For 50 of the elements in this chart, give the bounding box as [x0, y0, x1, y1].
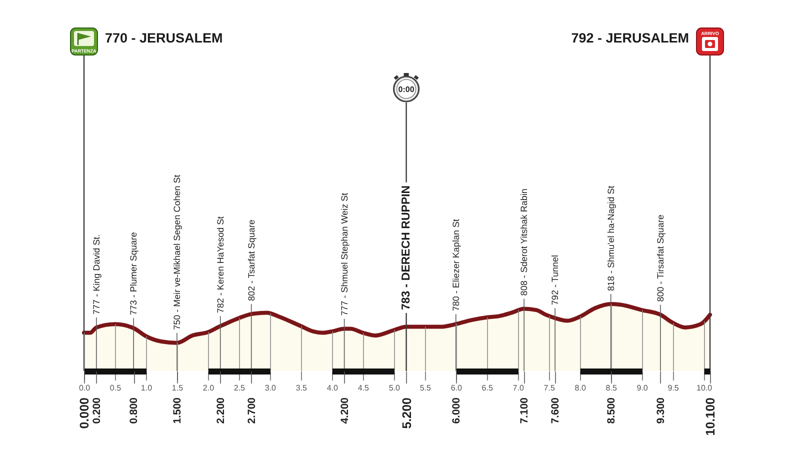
x-tick-label: 6.0 [450, 384, 462, 392]
x-tick-label: 0.0 [78, 384, 91, 392]
annotation: 818 - Shmu'el ha-Nagid St [606, 185, 616, 291]
x2-tick-label: 1.500 [171, 397, 184, 424]
x2-tick-label: 2.200 [214, 397, 227, 424]
x-tick-label: 2.5 [234, 384, 246, 392]
x-tick-label: 3.5 [296, 384, 308, 392]
ref-line-label: 770 - JERUSALEM [105, 30, 223, 46]
ref-line-label: 792 - JERUSALEM [571, 30, 689, 46]
x-tick-label: 1.5 [172, 384, 184, 392]
x2-tick-label: 7.100 [518, 397, 531, 424]
x-tick-label: 6.5 [482, 384, 494, 392]
annotation: 773 - Plumer Square [128, 232, 139, 316]
x2-tick-label: 9.300 [654, 397, 667, 424]
x-tick-label: 2.0 [202, 384, 215, 392]
annotation: 800 - Tirsarfat Square [655, 214, 666, 302]
x-tick-label: 4.0 [326, 384, 339, 392]
ref-line-label: 783 - DERECH RUPPIN [400, 185, 412, 310]
x-tick-label: 0.5 [110, 384, 122, 392]
annotation: 782 - Keren HaYesod St [215, 216, 226, 314]
annotation: 780 - Eliezer Kaplan St [450, 218, 461, 312]
x2-tick-label: 0.000 [78, 397, 92, 429]
x-tick-label: 4.5 [358, 384, 370, 392]
annotation: 792 - Tunnel [550, 255, 560, 306]
x-tick-label: 5.0 [388, 384, 401, 392]
annotation: 750 - Meir ve-Mikhael Segen Cohen St [172, 174, 182, 330]
x-tick-label: 7.0 [512, 384, 524, 392]
x2-tick-label: 6.000 [450, 397, 462, 424]
x2-tick-label: 8.500 [605, 397, 618, 424]
x-tick-label: 1.0 [140, 384, 153, 392]
x-tick-label: 3.0 [264, 384, 277, 392]
x-tick-label: 8.5 [606, 384, 618, 392]
x2-tick-label: 0.800 [128, 397, 140, 424]
x2-tick-label: 10.100 [704, 397, 718, 436]
x-tick-label: 8.0 [574, 384, 586, 392]
annotation: 808 - Sderot Yitshak Rabin [519, 188, 530, 296]
x2-tick-label: 4.200 [338, 397, 351, 424]
x2-tick-label: 5.200 [400, 397, 414, 429]
x-tick-label: 7.5 [544, 384, 556, 392]
x2-tick-label: 0.200 [90, 397, 103, 424]
x2-tick-label: 2.700 [246, 397, 258, 424]
stopwatch-icon: 0:00 [393, 73, 420, 102]
annotation: 777 - King David St. [91, 234, 102, 314]
x-tick-label: 9.5 [668, 384, 680, 392]
x-tick-label: 10.0 [696, 384, 713, 392]
x-tick-label: 5.5 [420, 384, 432, 392]
x-tick-label: 9.0 [636, 384, 648, 392]
x2-tick-label: 7.600 [550, 397, 562, 424]
annotation: 777 - Shmuel Stephan Weiz St [339, 192, 350, 316]
annotation: 802 - Tsarfat Square [246, 220, 256, 302]
